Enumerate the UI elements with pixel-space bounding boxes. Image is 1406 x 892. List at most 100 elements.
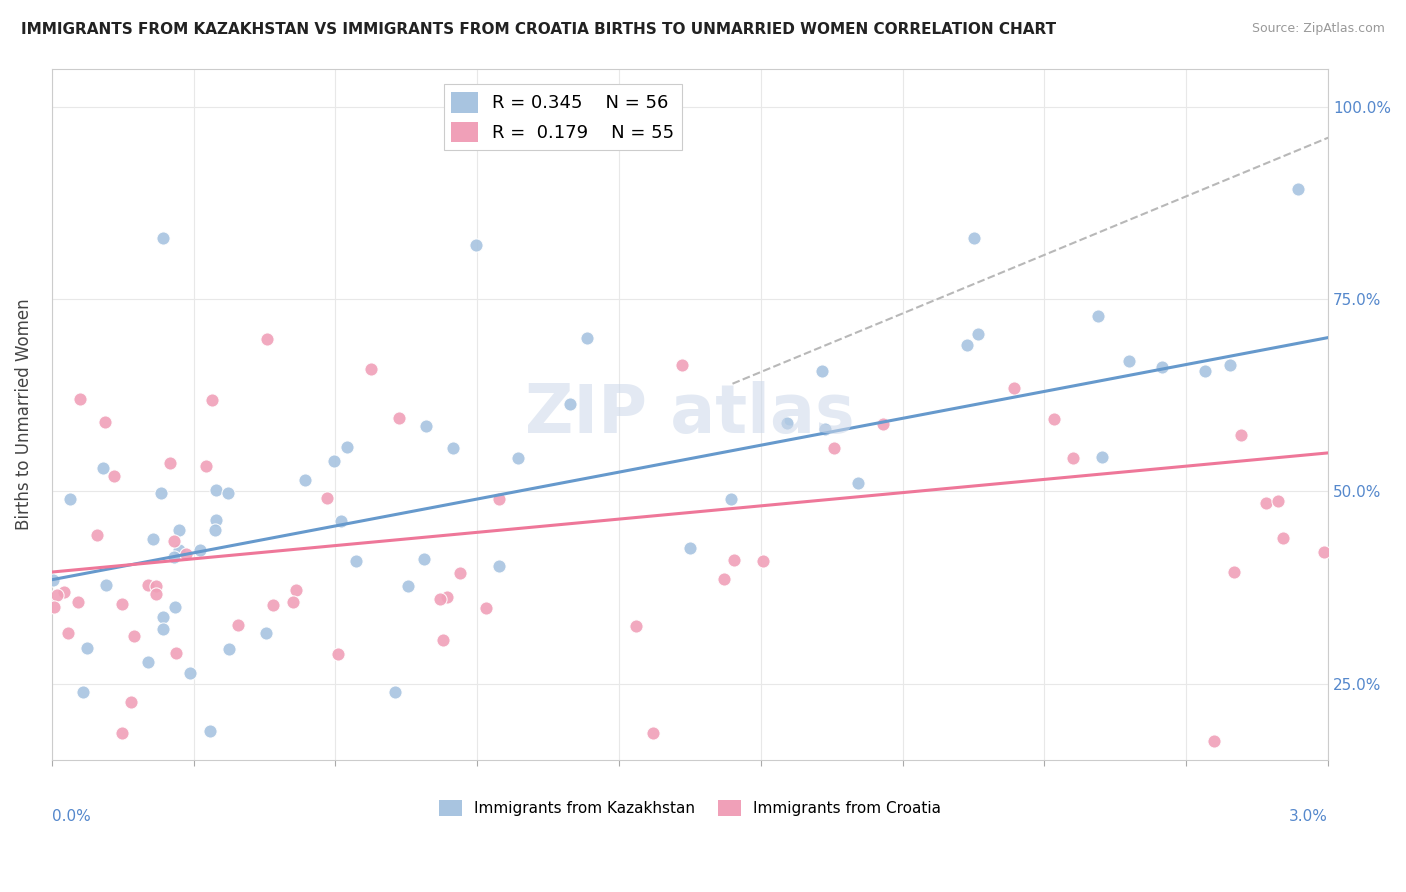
Point (488, 492, 510, 507)
Point (163, 600, 186, 615)
Point (205, 512, 228, 526)
Point (323, 453, 346, 467)
Y-axis label: Births to Unmarried Women: Births to Unmarried Women (15, 299, 32, 530)
Point (165, 646, 187, 660)
Point (449, 566, 471, 580)
Point (254, 625, 277, 640)
Point (1267, 493, 1289, 508)
Point (823, 442, 845, 456)
Point (72, 685, 94, 699)
Point (256, 332, 278, 346)
Point (1202, 734, 1225, 748)
Point (167, 543, 190, 558)
Point (53, 585, 76, 599)
Point (967, 326, 990, 341)
Point (76, 640, 98, 655)
Point (955, 338, 977, 352)
Point (330, 514, 353, 528)
Point (201, 393, 224, 408)
Point (1087, 309, 1109, 323)
Point (59, 491, 82, 506)
Point (1118, 354, 1140, 368)
Point (846, 475, 869, 490)
Point (1223, 565, 1246, 579)
Point (228, 618, 250, 632)
Point (294, 473, 316, 487)
Point (1286, 182, 1309, 196)
Point (1062, 450, 1084, 465)
Point (344, 554, 367, 568)
Point (167, 523, 190, 537)
Point (103, 468, 125, 483)
Point (464, 238, 486, 252)
Point (94, 415, 117, 429)
Text: 0.0%: 0.0% (52, 809, 90, 824)
Point (285, 582, 308, 597)
Point (720, 491, 742, 506)
Point (752, 554, 775, 568)
Point (86, 528, 108, 542)
Text: 3.0%: 3.0% (1289, 809, 1329, 824)
Point (723, 553, 745, 567)
Text: IMMIGRANTS FROM KAZAKHSTAN VS IMMIGRANTS FROM CROATIA BIRTHS TO UNMARRIED WOMEN : IMMIGRANTS FROM KAZAKHSTAN VS IMMIGRANTS… (21, 22, 1056, 37)
Point (506, 450, 529, 465)
Point (429, 592, 451, 607)
Legend: Immigrants from Kazakhstan, Immigrants from Croatia: Immigrants from Kazakhstan, Immigrants f… (433, 794, 948, 822)
Point (159, 456, 181, 470)
Point (412, 552, 434, 566)
Point (111, 597, 134, 611)
Point (1002, 381, 1025, 395)
Point (163, 550, 186, 565)
Point (326, 647, 349, 661)
Point (174, 547, 197, 561)
Point (1091, 450, 1114, 465)
Point (814, 422, 837, 436)
Point (475, 601, 498, 615)
Text: ZIP atlas: ZIP atlas (524, 382, 855, 448)
Point (218, 641, 240, 656)
Point (111, 725, 134, 739)
Point (436, 590, 458, 604)
Point (441, 441, 464, 455)
Point (384, 685, 406, 699)
Point (42, 574, 65, 588)
Point (124, 629, 146, 643)
Point (138, 655, 160, 669)
Point (152, 230, 174, 244)
Point (336, 440, 359, 454)
Point (136, 578, 159, 592)
Point (150, 485, 173, 500)
Point (388, 411, 411, 425)
Point (576, 331, 599, 345)
Point (94, 578, 117, 592)
Point (488, 558, 510, 573)
Point (145, 587, 167, 601)
Point (205, 483, 228, 498)
Point (776, 416, 799, 430)
Point (624, 619, 647, 633)
Point (1271, 531, 1294, 545)
Point (44, 600, 66, 615)
Point (145, 579, 167, 593)
Point (217, 486, 239, 500)
Point (671, 358, 693, 372)
Point (179, 665, 201, 680)
Point (415, 419, 437, 434)
Point (1229, 427, 1251, 442)
Point (152, 622, 174, 636)
Point (1043, 411, 1066, 425)
Point (58, 625, 80, 640)
Point (120, 695, 142, 709)
Point (152, 609, 174, 624)
Point (360, 362, 382, 376)
Point (872, 417, 894, 431)
Point (396, 579, 419, 593)
Point (142, 532, 165, 546)
Point (432, 632, 454, 647)
Point (195, 458, 218, 473)
Point (262, 598, 284, 612)
Point (91, 461, 114, 475)
Point (163, 534, 186, 549)
Point (1219, 358, 1241, 372)
Point (963, 231, 986, 245)
